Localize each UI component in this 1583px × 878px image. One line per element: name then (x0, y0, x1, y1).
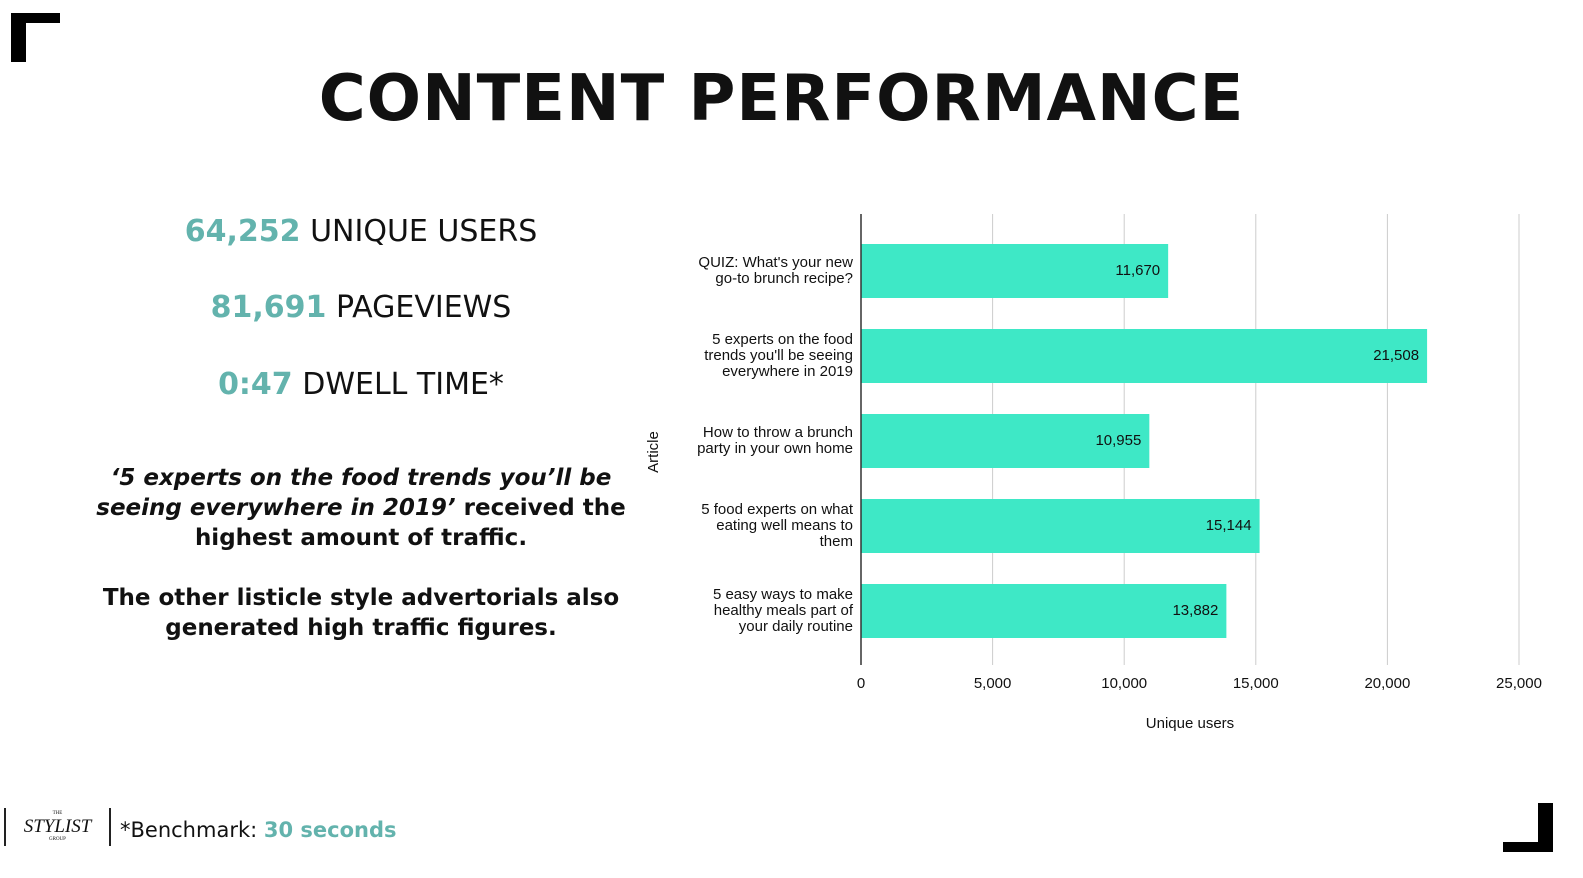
y-tick-label: How to throw a brunch party in your own … (697, 424, 853, 457)
bar (861, 499, 1260, 553)
stat: 81,691 PAGEVIEWS (111, 290, 611, 325)
y-tick-label: 5 experts on the food trends you'll be s… (704, 331, 853, 380)
y-tick-label: 5 easy ways to make healthy meals part o… (712, 586, 853, 635)
footnote: *Benchmark: 30 seconds (120, 818, 397, 842)
logo-bottom: GROUP (49, 837, 66, 842)
corner (1538, 803, 1553, 852)
stat-label: DWELL TIME* (302, 367, 504, 402)
x-tick-label: 10,000 (1101, 675, 1147, 692)
stat: 0:47 DWELL TIME* (111, 367, 611, 402)
logo-top: THE (52, 811, 63, 816)
stat-value: 0:47 (218, 367, 293, 402)
paragraph: The other listicle style advertorials al… (96, 583, 626, 643)
value-label: 10,955 (1095, 432, 1141, 449)
value-label: 15,144 (1206, 517, 1252, 534)
bar (861, 414, 1150, 468)
footnote-value: 30 seconds (263, 818, 397, 842)
corner (11, 13, 60, 23)
value-label: 11,670 (1115, 262, 1160, 279)
logo-main: STYLIST (23, 816, 92, 837)
paragraph: ‘5 experts on the food trends you’ll be … (96, 463, 626, 553)
text: received the highest amount of traffic. (194, 495, 626, 551)
x-tick-label: 25,000 (1496, 675, 1542, 692)
stat-label: UNIQUE USERS (310, 214, 538, 249)
logo: THE STYLIST GROUP (4, 808, 111, 846)
emphasis: ‘5 experts on the food trends you’ll be … (96, 465, 612, 521)
stat-value: 64,252 (184, 214, 301, 249)
stat-value: 81,691 (210, 290, 327, 325)
y-tick-label: 5 food experts on what eating well means… (701, 501, 853, 550)
title: CONTENT PERFORMANCE (318, 62, 1245, 136)
bar (861, 329, 1428, 383)
x-tick-label: 15,000 (1233, 675, 1279, 692)
corner (1503, 842, 1553, 852)
y-tick-label: QUIZ: What's your new go-to brunch recip… (698, 254, 853, 287)
stat-label: PAGEVIEWS (335, 290, 512, 325)
text: The other listicle style advertorials al… (102, 585, 620, 641)
x-tick-label: 0 (857, 675, 865, 692)
footnote-label: *Benchmark: (120, 818, 258, 842)
y-axis-title: Article (645, 431, 662, 473)
x-axis-title: Unique users (1146, 715, 1234, 732)
corner (11, 13, 26, 62)
x-tick-label: 20,000 (1364, 675, 1410, 692)
stat: 64,252 UNIQUE USERS (111, 214, 611, 249)
bar (861, 244, 1169, 298)
bar (861, 584, 1227, 638)
x-tick-label: 5,000 (974, 675, 1012, 692)
value-label: 21,508 (1373, 347, 1419, 364)
value-label: 13,882 (1172, 602, 1218, 619)
